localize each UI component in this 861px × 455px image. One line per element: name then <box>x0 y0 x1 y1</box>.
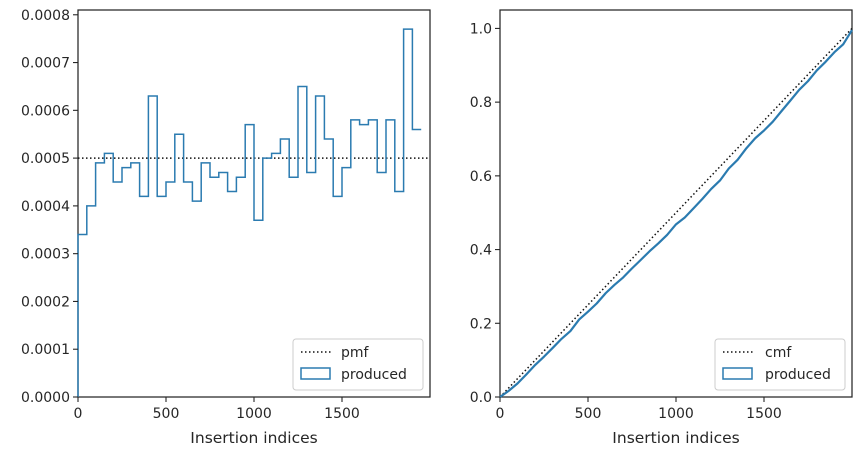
cmf-legend-label-produced: produced <box>765 367 831 383</box>
cmf-x-axis-label: Insertion indices <box>612 429 739 447</box>
cmf-x-tick-label: 1000 <box>658 406 694 422</box>
pmf-x-axis: 0 500 1000 1500 <box>74 397 360 422</box>
cmf-x-tick-label: 0 <box>496 406 505 422</box>
pmf-y-axis: 0.0000 0.0001 0.0002 0.0003 0.0004 0.0005 0.00… <box>21 8 78 406</box>
cmf-x-tick-label: 1500 <box>746 406 782 422</box>
pmf-y-tick-label: 0.0008 <box>21 8 70 24</box>
pmf-y-tick-label: 0.0004 <box>21 199 70 215</box>
cmf-y-tick-label: 0.6 <box>470 169 492 185</box>
pmf-chart-panel: 0 500 1000 1500 0.00000.00010.00020.00030.0… <box>21 8 431 447</box>
pmf-x-tick-label: 0 <box>74 406 83 422</box>
pmf-y-tick-label: 0.0001 <box>21 342 70 358</box>
pmf-y-tick-label: 0.0006 <box>21 103 70 119</box>
cmf-legend: cmf produced <box>714 338 846 391</box>
pmf-x-axis-label: Insertion indices <box>190 429 317 447</box>
cmf-y-tick-label: 1.0 <box>470 21 492 37</box>
pmf-y-tick-label: 0.0000 <box>21 390 70 406</box>
pmf-x-tick-label: 1500 <box>324 406 360 422</box>
cmf-legend-swatch-produced <box>722 367 753 380</box>
pmf-legend: pmf produced <box>292 338 424 391</box>
pmf-legend-swatch-produced <box>300 367 331 380</box>
pmf-y-tick-label: 0.0003 <box>21 247 70 263</box>
cmf-reference-layer <box>499 27 853 398</box>
pmf-x-tick-label: 500 <box>153 406 180 422</box>
pmf-y-tick-label: 0.0007 <box>21 56 70 72</box>
pmf-y-tick-label: 0.0002 <box>21 294 70 310</box>
cmf-y-tick-label: 0.4 <box>470 243 492 259</box>
cmf-y-tick-label: 0.8 <box>470 95 492 111</box>
cmf-plot-frame <box>499 9 853 398</box>
cmf-x-tick-label: 500 <box>575 406 602 422</box>
pmf-y-tick-label: 0.0005 <box>21 151 70 167</box>
cmf-legend-label-cmf: cmf <box>765 345 792 361</box>
cmf-line-layer <box>499 29 853 398</box>
pmf-x-tick-label: 1000 <box>236 406 272 422</box>
pmf-legend-label-produced: produced <box>341 367 407 383</box>
pmf-histogram-layer <box>77 28 422 397</box>
pmf-legend-label-pmf: pmf <box>341 345 370 361</box>
cmf-y-tick-label: 0.2 <box>470 316 492 332</box>
cmf-y-tick-label: 0.0 <box>470 390 492 406</box>
cmf-x-axis: 0 500 1000 1500 <box>496 397 782 422</box>
cmf-reference-line <box>499 27 853 398</box>
cmf-produced-line <box>499 29 853 398</box>
pmf-produced-histogram <box>77 28 422 397</box>
cmf-chart-panel: 0 500 1000 1500 0.0 0.2 0.4 0.6 0.8 1.0 Insertio… <box>470 9 853 447</box>
cmf-y-axis: 0.0 0.2 0.4 0.6 0.8 1.0 <box>470 21 500 406</box>
